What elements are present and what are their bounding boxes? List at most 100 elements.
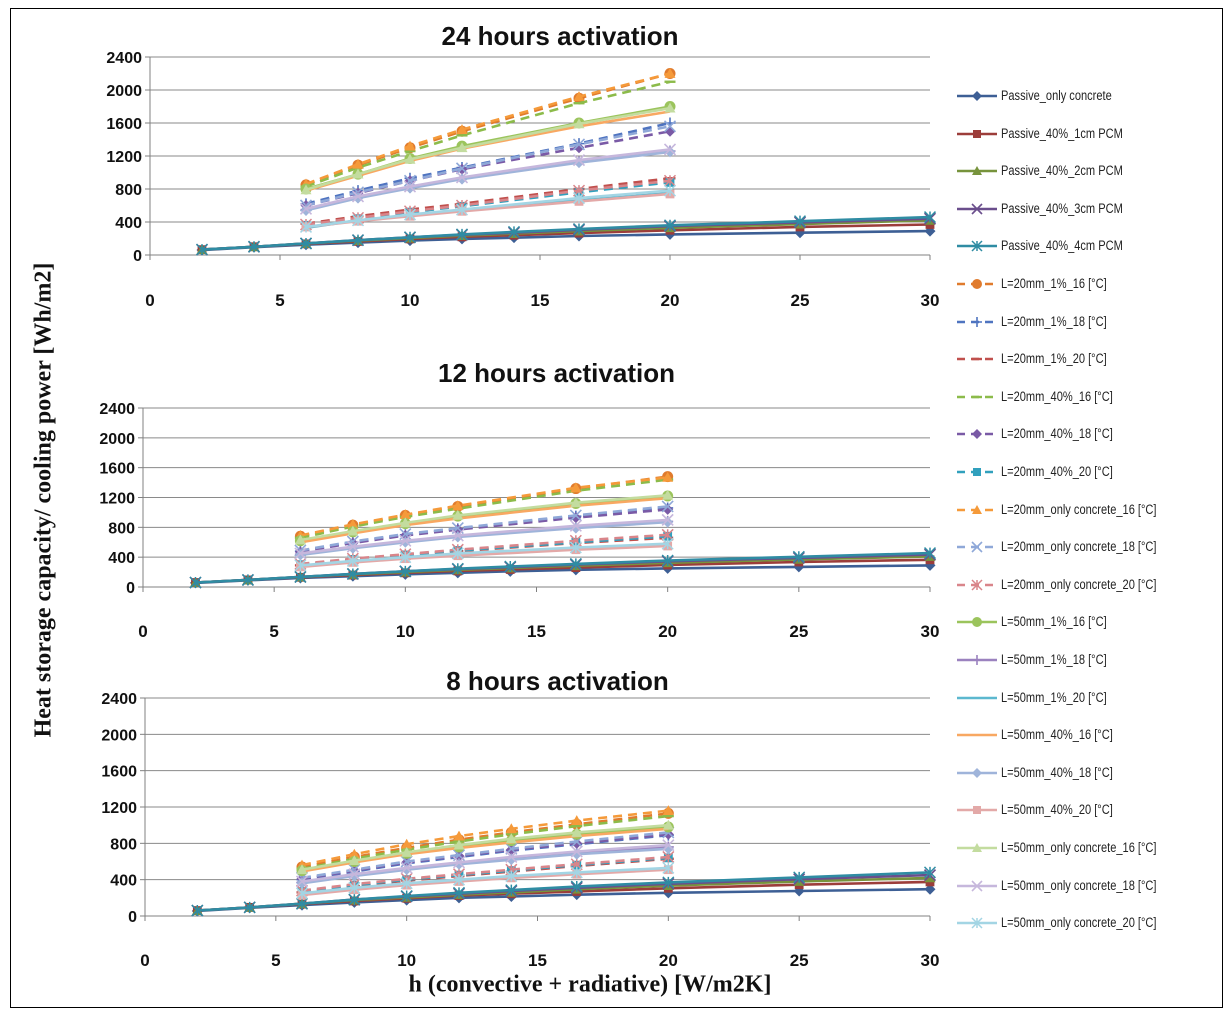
legend-swatch <box>957 843 997 852</box>
figure-frame <box>10 8 1223 1008</box>
data-point <box>399 534 412 547</box>
data-point <box>348 855 360 865</box>
data-point <box>451 529 464 542</box>
legend-swatch <box>957 468 997 476</box>
data-point <box>352 168 364 179</box>
series-l-50mm-only-concrete-16-c <box>296 819 674 875</box>
data-point <box>505 833 517 844</box>
data-point <box>299 220 313 233</box>
legend-swatch <box>957 91 997 101</box>
legend-swatch <box>957 166 997 176</box>
series-l-50mm-only-concrete-20-c <box>299 184 677 233</box>
data-point <box>662 876 675 889</box>
data-point <box>572 138 586 151</box>
series-l-50mm-40-16-c <box>300 496 668 544</box>
y-tick-label: 1600 <box>99 461 135 478</box>
series-line <box>300 542 668 567</box>
legend-label: L=20mm_only concrete_20 [°C] <box>1001 576 1157 592</box>
legend-marker <box>972 767 982 778</box>
legend-item: L=50mm_1%_20 [°C] <box>955 683 1225 713</box>
y-tick-label: 1600 <box>106 116 142 133</box>
data-point <box>294 570 307 583</box>
legend-marker <box>972 504 982 514</box>
y-tick-label: 2000 <box>101 727 137 744</box>
data-point <box>347 525 359 536</box>
legend-marker <box>972 429 982 440</box>
data-point <box>569 509 582 522</box>
legend-swatch <box>957 316 997 327</box>
series-l-50mm-40-18-c <box>300 146 676 216</box>
y-tick-label: 2400 <box>99 401 135 418</box>
legend-swatch <box>957 806 997 815</box>
y-tick-label: 400 <box>115 215 142 232</box>
data-point <box>570 845 583 858</box>
series-line <box>300 508 668 554</box>
data-point <box>295 875 309 888</box>
data-point <box>295 897 309 910</box>
legend-marker <box>973 468 981 476</box>
legend-item: L=20mm_1%_18 [°C] <box>955 307 1225 337</box>
legend-label: L=20mm_1%_16 [°C] <box>1001 276 1107 291</box>
data-point <box>451 562 464 575</box>
data-point <box>453 830 465 841</box>
data-point <box>351 190 365 203</box>
legend-swatch <box>957 504 997 514</box>
series-line <box>300 496 668 544</box>
legend-item: L=20mm_only concrete_18 [°C] <box>955 532 1225 562</box>
legend-marker <box>971 579 983 591</box>
data-point <box>569 557 582 570</box>
series-line <box>305 189 671 229</box>
legend-swatch <box>957 541 997 553</box>
legend-item: L=20mm_1%_20 [°C] <box>955 344 1225 374</box>
data-point <box>793 215 807 228</box>
x-tick-label: 0 <box>138 622 147 641</box>
series-line <box>305 150 671 212</box>
series-line <box>300 544 668 569</box>
series-line <box>300 520 668 557</box>
x-tick-label: 15 <box>527 622 546 641</box>
x-tick-label: 0 <box>145 291 154 310</box>
x-tick-label: 20 <box>661 291 680 310</box>
x-tick-label: 30 <box>921 291 940 310</box>
y-tick-label: 2000 <box>99 431 135 448</box>
series-line <box>305 148 671 211</box>
legend-label: L=50mm_1%_20 [°C] <box>1001 689 1107 705</box>
legend-item: Passive_40%_4cm PCM <box>955 231 1225 261</box>
data-point <box>191 904 204 917</box>
data-point <box>294 559 307 572</box>
data-point <box>505 823 517 834</box>
legend-item: L=50mm_40%_20 [°C] <box>955 795 1225 825</box>
data-point <box>351 214 365 227</box>
legend-label: L=50mm_40%_16 [°C] <box>1001 727 1113 743</box>
legend-marker <box>972 316 982 327</box>
series-line <box>305 177 671 225</box>
legend-item: L=20mm_40%_16 [°C] <box>955 382 1225 412</box>
series-l-50mm-only-concrete-18-c <box>295 839 675 888</box>
legend-swatch <box>957 733 997 737</box>
data-point <box>455 203 469 216</box>
data-point <box>300 184 312 195</box>
series-line <box>305 106 671 192</box>
data-point <box>572 222 586 236</box>
data-point <box>400 877 413 890</box>
data-point <box>662 489 674 500</box>
legend-item: Passive_40%_3cm PCM <box>955 194 1225 224</box>
series-line <box>300 505 668 552</box>
legend-label: L=50mm_1%_16 [°C] <box>1001 614 1107 630</box>
x-tick-label: 25 <box>790 951 809 970</box>
legend-label: L=50mm_40%_20 [°C] <box>1001 802 1113 818</box>
chart-title: 12 hours activation <box>438 358 675 388</box>
data-point <box>505 884 518 897</box>
legend-item: L=50mm_1%_18 [°C] <box>955 645 1225 675</box>
legend-marker <box>972 617 982 628</box>
legend-swatch <box>957 395 997 398</box>
legend-marker <box>972 843 982 852</box>
data-point <box>662 819 674 830</box>
legend-marker <box>972 655 982 665</box>
legend-item: L=20mm_40%_20 [°C] <box>955 457 1225 487</box>
data-point <box>455 171 469 184</box>
legend-swatch <box>957 203 997 215</box>
chart-panel-3: 8 hours activation 0 400 800 1200 1600 2000 240… <box>101 666 939 970</box>
series-line <box>300 494 668 542</box>
data-point <box>247 240 261 253</box>
